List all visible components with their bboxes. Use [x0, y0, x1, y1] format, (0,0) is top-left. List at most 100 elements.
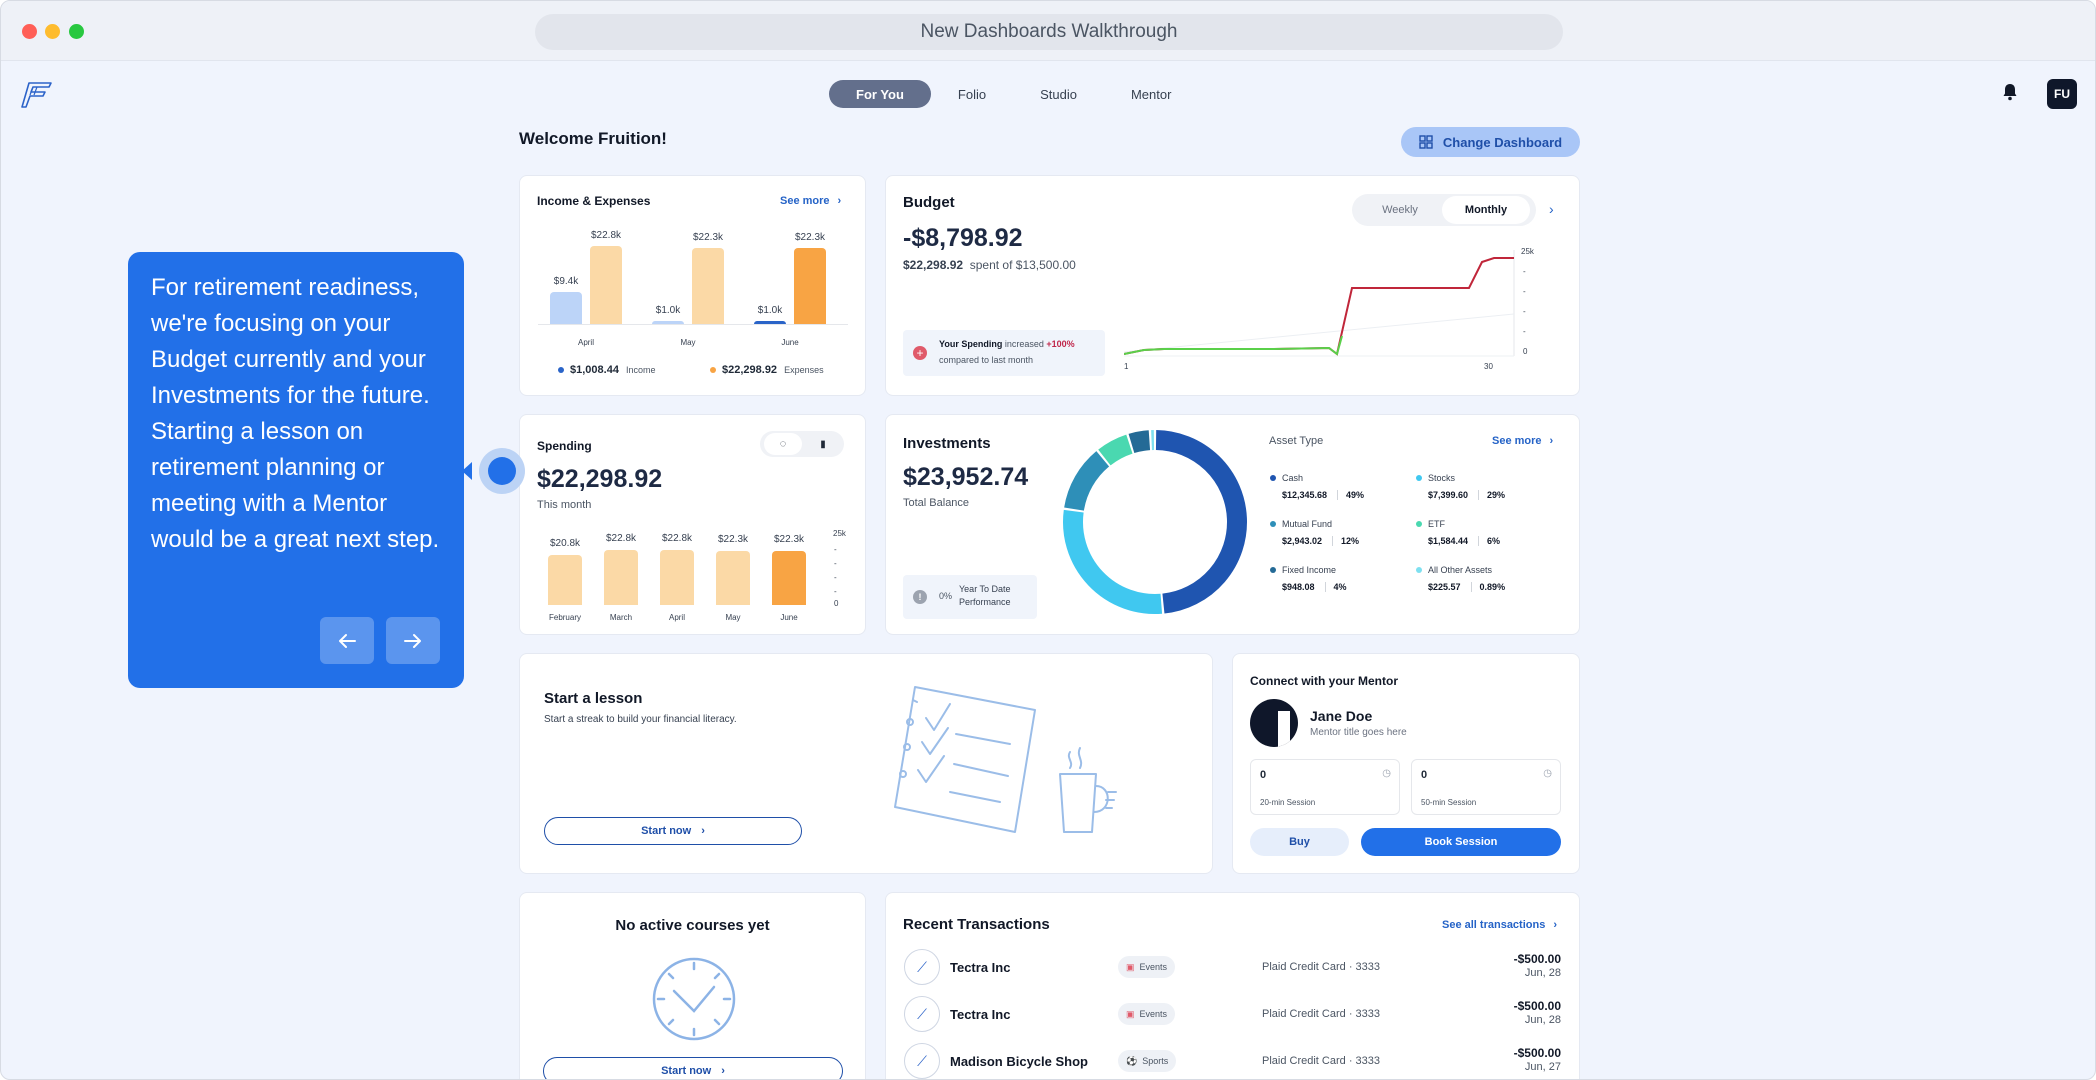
see-all-transactions-link[interactable]: See all transactions ›: [1442, 919, 1557, 931]
mentor-role: Mentor title goes here: [1310, 727, 1407, 738]
income-legend: $1,008.44 Income: [558, 364, 656, 376]
income-bar: [652, 320, 684, 324]
tooltip-pointer: [462, 462, 472, 480]
donut-view-icon[interactable]: ◌: [764, 433, 802, 455]
expense-bar: [692, 247, 724, 324]
monthly-toggle[interactable]: Monthly: [1442, 196, 1530, 224]
chevron-right-icon: ›: [721, 1065, 725, 1077]
transaction-amount: -$500.00: [1513, 999, 1561, 1013]
expense-bar-label: $22.3k: [692, 231, 724, 243]
month-label: June: [781, 338, 799, 347]
budget-spent-line: $22,298.92 spent of $13,500.00: [903, 258, 1076, 272]
asset-value-row: $948.08 4%: [1270, 582, 1347, 592]
asset-type-label: Asset Type: [1269, 435, 1324, 447]
ytd-performance: ! 0% Year To Date Performance: [903, 575, 1037, 619]
income-expenses-see-more-link[interactable]: See more ›: [780, 195, 841, 207]
merchant-logo-icon: ⟋: [904, 1043, 940, 1079]
session-50-box: 0 ◷ 50-min Session: [1411, 759, 1561, 815]
donut-slice: [1063, 509, 1163, 614]
minimize-window-button[interactable]: [45, 24, 60, 39]
tab-mentor[interactable]: Mentor: [1130, 86, 1172, 102]
alert-mid: increased: [1004, 339, 1044, 349]
chevron-right-icon[interactable]: ›: [1549, 201, 1554, 217]
tag-icon: ▣: [1126, 961, 1135, 972]
spending-month-label: March: [609, 613, 633, 622]
user-avatar[interactable]: FU: [2047, 79, 2077, 109]
tag-icon: ▣: [1126, 1008, 1135, 1019]
session-20-count: 0: [1260, 769, 1267, 781]
start-course-button[interactable]: Start now ›: [543, 1057, 843, 1079]
investments-see-more-link[interactable]: See more ›: [1492, 435, 1553, 447]
start-lesson-button[interactable]: Start now ›: [544, 817, 802, 845]
month-label: May: [680, 338, 696, 347]
buy-button[interactable]: Buy: [1250, 828, 1349, 856]
tab-studio[interactable]: Studio: [1040, 86, 1077, 102]
budget-y-top: 25k: [1521, 247, 1535, 256]
transaction-tag: ⚽ Sports: [1118, 1050, 1177, 1072]
spending-month-label: June: [780, 613, 798, 622]
chevron-right-icon: ›: [1553, 919, 1557, 931]
clock-icon: ◷: [1382, 768, 1391, 779]
spending-y-top: 25k: [833, 529, 846, 538]
asset-name-row: Mutual Fund: [1270, 519, 1359, 529]
income-legend-label: Income: [626, 365, 656, 375]
asset-dot: [1270, 567, 1276, 573]
session-20-box: 0 ◷ 20-min Session: [1250, 759, 1400, 815]
mentor-title: Connect with your Mentor: [1250, 674, 1398, 688]
tag-label: Events: [1139, 962, 1168, 972]
spending-alert: + Your Spending increased +100% compared…: [903, 330, 1105, 376]
tag-label: Sports: [1142, 1056, 1169, 1066]
see-all-label: See all transactions: [1442, 919, 1546, 931]
previous-step-button[interactable]: [320, 617, 374, 664]
title-bar: New Dashboards Walkthrough: [1, 1, 2095, 61]
spending-bar-label: $22.8k: [661, 533, 693, 545]
tab-folio[interactable]: Folio: [957, 86, 987, 102]
next-step-button[interactable]: [386, 617, 440, 664]
asset-name: All Other Assets: [1428, 565, 1493, 575]
fruition-logo-icon[interactable]: [21, 80, 53, 110]
alert-line-1: Your Spending increased +100%: [939, 339, 1075, 349]
expense-bar: [590, 246, 622, 324]
maximize-window-button[interactable]: [69, 24, 84, 39]
mentor-avatar-accent: [1278, 711, 1290, 747]
asset-name: Fixed Income: [1282, 565, 1337, 575]
spending-chart: $20.8k February $22.8k March $22.8k April $22.…: [520, 415, 867, 636]
close-window-button[interactable]: [22, 24, 37, 39]
change-dashboard-button[interactable]: Change Dashboard: [1401, 127, 1580, 157]
walkthrough-beacon[interactable]: [479, 448, 525, 494]
change-dashboard-label: Change Dashboard: [1442, 134, 1563, 150]
budget-spend-line-green: [1124, 335, 1343, 356]
weekly-toggle[interactable]: Weekly: [1382, 204, 1418, 216]
expense-legend: $22,298.92 Expenses: [710, 364, 824, 376]
bar-view-icon[interactable]: ▮: [820, 438, 826, 450]
spending-y-bottom: 0: [834, 599, 839, 608]
spending-sub: This month: [537, 499, 592, 511]
bell-icon[interactable]: [2001, 82, 2019, 102]
asset-item: Fixed Income $948.08 4%: [1270, 565, 1347, 592]
asset-dot: [1270, 521, 1276, 527]
investments-title: Investments: [903, 435, 991, 452]
start-lesson-label: Start now: [641, 825, 692, 837]
alert-strong: Your Spending: [939, 339, 1003, 349]
ytd-label-1: Year To Date: [959, 584, 1011, 594]
lesson-title: Start a lesson: [544, 690, 643, 707]
svg-text:-: -: [1523, 307, 1526, 316]
asset-item: Mutual Fund $2,943.02 12%: [1270, 519, 1360, 546]
spending-bar-label: $20.8k: [549, 538, 581, 550]
budget-target-line: [1124, 313, 1515, 353]
transaction-name: Tectra Inc: [950, 1007, 1011, 1022]
income-bar-label: $1.0k: [655, 304, 681, 316]
svg-text:-: -: [1523, 327, 1526, 336]
budget-y-bottom: 0: [1523, 347, 1528, 356]
walkthrough-tooltip: For retirement readiness, we're focusing…: [128, 252, 464, 688]
income-bar-label: $1.0k: [757, 304, 783, 316]
chart-baseline: [538, 324, 848, 325]
address-bar[interactable]: New Dashboards Walkthrough: [535, 14, 1563, 50]
info-icon: !: [913, 590, 927, 604]
asset-value-row: $7,399.60 29%: [1416, 490, 1506, 500]
investments-card: Investments $23,952.74 Total Balance ! 0…: [885, 414, 1580, 635]
tab-for-you[interactable]: For You: [829, 80, 931, 108]
asset-name-row: Cash: [1270, 473, 1364, 483]
book-session-button[interactable]: Book Session: [1361, 828, 1561, 856]
asset-dot: [1270, 475, 1276, 481]
